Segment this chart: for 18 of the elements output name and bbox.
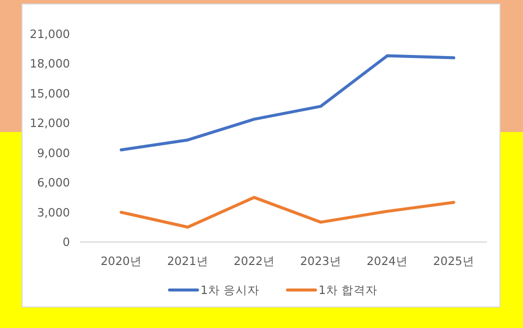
y-tick-label: 18,000 xyxy=(30,56,70,71)
x-tick-label: 2020년 xyxy=(100,254,142,268)
y-tick-label: 21,000 xyxy=(30,27,70,41)
x-tick-label: 2025년 xyxy=(433,254,474,268)
y-tick-label: 12,000 xyxy=(30,116,70,130)
x-tick-label: 2022년 xyxy=(234,254,275,268)
y-tick-label: 0 xyxy=(62,235,70,249)
x-tick-label: 2023년 xyxy=(300,254,342,268)
legend-label: 1차 합격자 xyxy=(318,283,378,297)
y-tick-label: 9,000 xyxy=(37,146,70,160)
y-tick-label: 3,000 xyxy=(37,205,70,220)
line-series xyxy=(120,196,456,229)
x-tick-label: 2021년 xyxy=(167,254,208,268)
legend-label: 1차 응시자 xyxy=(200,283,260,297)
y-tick-label: 15,000 xyxy=(30,86,70,100)
x-tick-label: 2024년 xyxy=(366,254,408,268)
y-tick-label: 6,000 xyxy=(37,176,70,190)
line-series xyxy=(120,54,456,152)
